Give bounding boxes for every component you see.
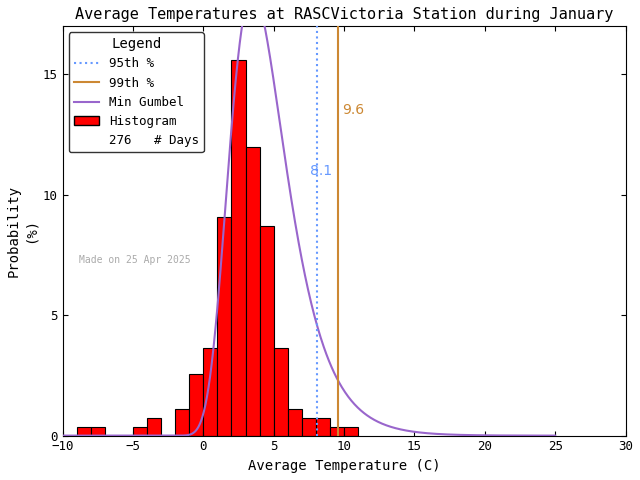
X-axis label: Average Temperature (C): Average Temperature (C) bbox=[248, 459, 440, 473]
Bar bbox=[175, 409, 189, 436]
Text: 8.1: 8.1 bbox=[310, 164, 332, 178]
Legend: 95th %, 99th %, Min Gumbel, Histogram, 276   # Days: 95th %, 99th %, Min Gumbel, Histogram, 2… bbox=[69, 32, 204, 152]
Bar bbox=[232, 60, 246, 436]
Bar bbox=[189, 374, 204, 436]
Text: Made on 25 Apr 2025: Made on 25 Apr 2025 bbox=[79, 255, 191, 265]
Bar bbox=[77, 427, 91, 436]
Title: Average Temperatures at RASCVictoria Station during January: Average Temperatures at RASCVictoria Sta… bbox=[75, 7, 613, 22]
Bar bbox=[218, 217, 232, 436]
Text: 9.6: 9.6 bbox=[342, 103, 364, 117]
Bar bbox=[344, 427, 358, 436]
Bar bbox=[133, 427, 147, 436]
Bar bbox=[288, 409, 302, 436]
Bar bbox=[204, 348, 218, 436]
Bar bbox=[316, 418, 330, 436]
Y-axis label: Probability
(%): Probability (%) bbox=[7, 185, 37, 277]
Bar bbox=[274, 348, 288, 436]
Bar bbox=[91, 427, 105, 436]
Bar bbox=[330, 427, 344, 436]
Bar bbox=[147, 418, 161, 436]
Bar bbox=[302, 418, 316, 436]
Bar bbox=[246, 147, 260, 436]
Bar bbox=[260, 226, 274, 436]
